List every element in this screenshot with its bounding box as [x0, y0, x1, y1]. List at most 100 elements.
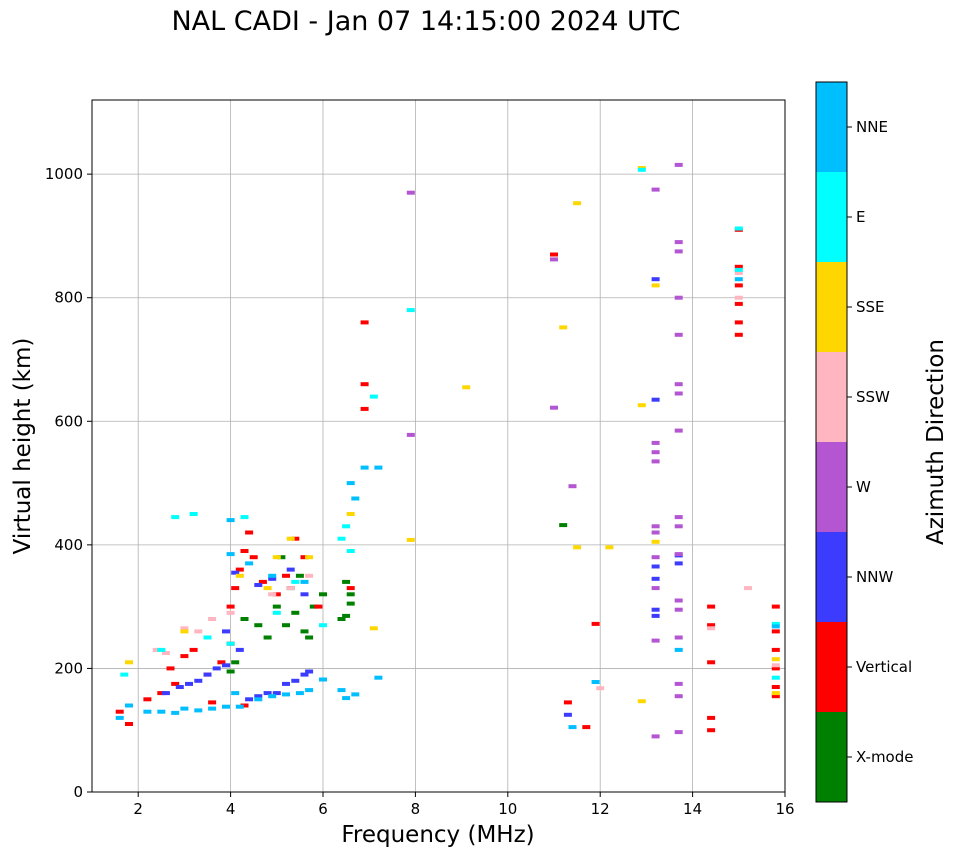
echo-point-nne [222, 704, 230, 709]
echo-point-w [568, 484, 577, 489]
echo-point-nnw [254, 583, 263, 587]
echo-point-vertical [707, 660, 716, 665]
echo-point-sse [346, 512, 355, 516]
echo-point-nne [115, 715, 124, 720]
echo-point-ssw [180, 626, 189, 631]
colorbar-tick-label: NNE [856, 118, 888, 136]
echo-point-e [369, 394, 378, 399]
echo-point-x-mode [305, 635, 314, 640]
echo-point-nne [171, 710, 180, 715]
echo-point-nnw [212, 666, 221, 671]
echo-point-nne [337, 688, 346, 693]
plot-area-frame [91, 99, 786, 793]
echo-point-e [734, 226, 743, 231]
echo-point-sse [235, 573, 244, 578]
colorbar-segment [816, 352, 847, 442]
echo-point-nnw [185, 681, 193, 686]
y-tick-label: 400 [54, 536, 83, 554]
grid-lines [92, 100, 786, 793]
echo-point-nne [231, 691, 240, 696]
colorbar-tick-label: X-mode [856, 748, 913, 766]
echo-point-x-mode [277, 555, 286, 560]
echo-point-nnw [272, 691, 281, 696]
echo-point-nnw [194, 678, 203, 683]
echo-point-w [651, 187, 660, 192]
echo-point-nnw [651, 613, 660, 618]
echo-point-vertical [563, 700, 572, 705]
echo-point-nne [351, 496, 360, 501]
data-points [115, 162, 780, 739]
echo-point-w [674, 391, 683, 396]
echo-point-e [406, 308, 415, 313]
echo-point-e [734, 267, 743, 272]
echo-point-e [346, 549, 355, 553]
echo-point-x-mode [263, 635, 272, 640]
colorbar-tick-label: NNW [856, 568, 893, 586]
colorbar-tick-label: Vertical [856, 658, 912, 676]
x-tick-label: 8 [411, 800, 421, 818]
echo-point-w [674, 515, 683, 520]
echo-point-nne [300, 579, 309, 584]
echo-point-x-mode [346, 601, 355, 606]
echo-point-e [226, 641, 235, 646]
echo-point-e [272, 610, 281, 615]
echo-point-nne [319, 677, 327, 682]
echo-point-nnw [674, 561, 683, 566]
colorbar-tick-label: W [856, 478, 871, 496]
echo-point-nnw [235, 647, 244, 652]
echo-point-sse [180, 629, 189, 634]
echo-point-ssw [194, 629, 203, 634]
echo-point-nne [268, 694, 277, 699]
echo-point-w [674, 730, 683, 735]
echo-point-vertical [707, 604, 716, 609]
echo-point-nne [268, 573, 277, 578]
echo-point-w [550, 257, 558, 262]
colorbar-segment [816, 532, 847, 622]
echo-point-e [240, 515, 249, 520]
echo-point-nnw [254, 694, 263, 699]
echo-point-nnw [563, 712, 572, 717]
echo-point-vertical [240, 703, 249, 708]
echo-point-vertical [249, 555, 258, 560]
echo-point-sse [605, 545, 614, 550]
echo-point-nnw [245, 697, 254, 702]
echo-point-sse [286, 536, 295, 541]
echo-point-e [771, 621, 780, 626]
echo-point-w [674, 332, 683, 337]
echo-point-e [120, 672, 129, 677]
echo-point-nnw [651, 607, 660, 612]
echo-point-e [203, 635, 212, 640]
echo-point-e [637, 167, 646, 172]
echo-point-nnw [175, 685, 184, 689]
echo-point-w [651, 459, 660, 464]
echo-point-sse [406, 537, 415, 542]
echo-point-nnw [651, 397, 660, 402]
echo-point-w [651, 734, 660, 739]
echo-point-vertical [734, 301, 743, 306]
echo-point-x-mode [319, 592, 327, 597]
echo-point-w [651, 530, 660, 535]
echo-point-nnw [161, 691, 170, 696]
echo-point-w [674, 382, 683, 387]
colorbar-segment [816, 262, 847, 352]
echo-point-nne [771, 624, 780, 629]
echo-point-sse [637, 403, 646, 408]
echo-point-vertical [360, 382, 369, 387]
echo-point-w [674, 635, 683, 640]
echo-point-vertical [771, 685, 780, 689]
echo-point-ssw [734, 271, 743, 275]
echo-point-nnw [651, 277, 660, 282]
echo-point-sse [637, 699, 646, 704]
echo-point-nne [568, 725, 577, 730]
echo-point-vertical [734, 332, 743, 337]
echo-point-ssw [707, 626, 716, 631]
echo-point-nne [674, 647, 683, 652]
colorbar-tick-label: E [856, 208, 865, 226]
echo-point-nne [245, 561, 254, 566]
y-tick-label: 0 [73, 783, 83, 801]
echo-point-sse [771, 657, 780, 662]
echo-point-ssw [226, 610, 235, 615]
echo-point-e [157, 647, 166, 652]
echo-point-nnw [305, 669, 314, 674]
echo-point-nne [180, 706, 189, 711]
